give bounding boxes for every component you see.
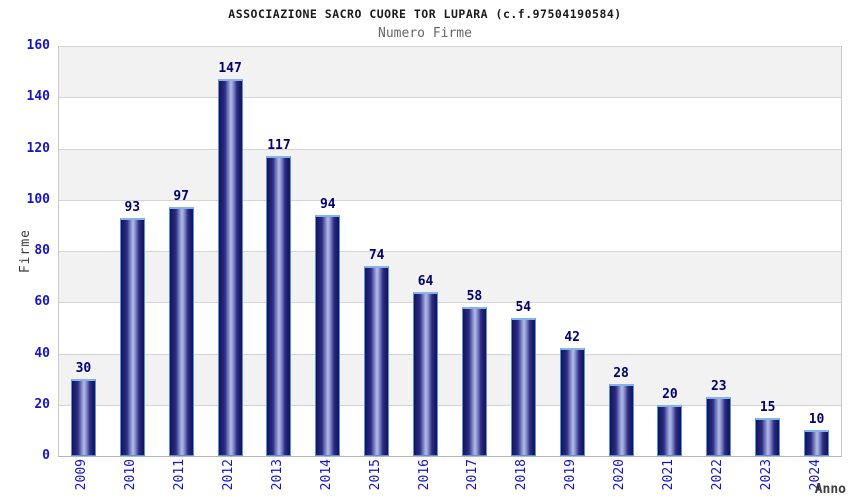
bar-value-label: 97 [173,189,190,204]
x-tick-label: 2018 [514,459,530,491]
bar-value-label: 10 [808,412,825,427]
bar-2024 [804,430,830,456]
bar-value-label: 28 [613,366,629,381]
bar-value-label: 93 [124,200,141,215]
bar-2015 [364,266,390,456]
y-tick-label: 20 [34,396,50,412]
x-tick-label: 2019 [563,459,579,491]
bar-2011 [168,207,194,456]
bar-value-label: 94 [319,197,336,212]
bar-2023 [755,418,781,456]
y-axis-ticks: 0 20 40 60 80 100 120 140 160 [0,39,50,463]
bar-value-label: 64 [417,274,434,289]
x-tick-label: 2011 [172,459,188,491]
bar-value-label: 147 [218,61,242,76]
x-tick-label: 2020 [612,459,628,491]
bar-2012 [217,79,243,456]
plot-area: 30 93 97 147 117 94 74 64 58 54 42 28 20 23 15 10 [58,46,842,457]
x-axis-ticks: 2009 2010 2011 2012 2013 2014 2015 2016 2017 2018… [58,459,840,499]
y-tick-label: 140 [26,89,50,105]
bar-value-label: 58 [466,289,483,304]
bar-value-label: 15 [759,400,776,415]
x-tick-label: 2016 [416,459,432,491]
bar-2014 [315,215,341,456]
y-tick-label: 60 [34,294,50,310]
bar-2021 [657,405,683,456]
plot-band [59,97,841,149]
bar-2009 [70,379,96,456]
plot-band [59,148,841,200]
y-tick-label: 0 [42,448,50,463]
bar-2013 [266,156,292,456]
x-tick-label: 2017 [465,459,481,491]
plot-band [59,46,841,98]
x-tick-label: 2009 [74,459,90,491]
y-tick-label: 120 [26,140,50,156]
x-tick-label: 2023 [758,459,774,491]
x-tick-label: 2015 [367,459,383,491]
bar-2010 [119,218,145,456]
x-tick-label: 2012 [221,459,237,491]
bar-value-label: 30 [75,361,92,376]
bar-2017 [461,307,487,456]
bar-2018 [510,318,536,456]
x-tick-label: 2022 [709,459,725,491]
bar-value-label: 117 [267,138,291,153]
y-tick-label: 40 [34,345,50,361]
x-tick-label: 2010 [123,459,139,491]
bar-2022 [706,397,732,456]
y-tick-label: 160 [26,38,50,53]
bar-value-label: 20 [662,387,678,402]
bar-2016 [413,292,439,456]
x-tick-label: 2013 [269,459,285,491]
chart-title: ASSOCIAZIONE SACRO CUORE TOR LUPARA (c.f… [228,7,622,21]
chart-subtitle: Numero Firme [378,26,472,41]
y-tick-label: 80 [34,243,50,258]
x-axis-title: Anno [814,482,846,497]
x-tick-label: 2014 [318,459,334,491]
y-tick-label: 100 [26,191,50,207]
bar-value-label: 54 [515,300,532,315]
bar-value-label: 42 [564,330,581,345]
bar-value-label: 74 [368,248,385,263]
bar-2019 [559,348,585,456]
bar-2020 [608,384,634,456]
x-tick-label: 2021 [660,459,676,491]
bar-value-label: 23 [710,379,727,394]
